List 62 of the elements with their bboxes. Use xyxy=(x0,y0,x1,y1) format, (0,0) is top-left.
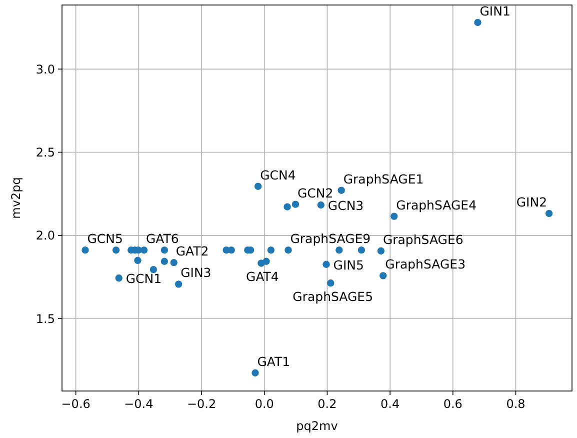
y-tick-label: 1.5 xyxy=(36,312,55,326)
point xyxy=(160,246,168,254)
annotation: GIN1 xyxy=(480,3,510,18)
point xyxy=(174,280,182,288)
annotation: GraphSAGE6 xyxy=(382,232,464,247)
point xyxy=(317,201,325,209)
point xyxy=(252,369,259,376)
annotation: GAT2 xyxy=(176,244,209,259)
point xyxy=(134,256,142,264)
point xyxy=(150,266,158,274)
point xyxy=(322,260,330,268)
annotation: GAT4 xyxy=(246,269,279,284)
x-tick-label: −0.4 xyxy=(124,397,154,411)
point xyxy=(170,258,178,266)
point xyxy=(336,246,343,254)
annotation: GraphSAGE3 xyxy=(385,256,466,272)
x-tick-label: 0.8 xyxy=(506,397,526,411)
point xyxy=(267,246,275,254)
point xyxy=(327,279,334,287)
x-axis-title: pq2mv xyxy=(296,419,338,433)
annotation: GraphSAGE1 xyxy=(343,171,424,186)
annotation: GCN5 xyxy=(87,231,123,246)
point xyxy=(377,247,385,255)
point xyxy=(545,210,553,218)
annotation: GraphSAGE9 xyxy=(290,231,371,246)
y-axis-title: mv2pq xyxy=(9,177,23,219)
point xyxy=(160,258,168,265)
annotation: GCN1 xyxy=(126,271,162,286)
annotation: GCN3 xyxy=(328,198,364,213)
annotation: GIN3 xyxy=(180,265,212,280)
annotation: GCN2 xyxy=(297,185,334,200)
x-tick-label: 0.6 xyxy=(443,397,462,411)
x-tick-label: 0.0 xyxy=(254,397,274,411)
x-tick-label: 0.4 xyxy=(380,397,400,411)
point xyxy=(380,272,387,280)
annotation: GIN2 xyxy=(516,194,548,210)
y-tick-label: 3.0 xyxy=(36,62,55,76)
point xyxy=(115,274,122,282)
point xyxy=(140,246,148,254)
point xyxy=(390,212,398,220)
point xyxy=(254,182,262,190)
annotation: GIN5 xyxy=(333,257,364,272)
point xyxy=(284,246,292,254)
annotation: GraphSAGE5 xyxy=(292,289,374,304)
point xyxy=(82,246,89,254)
x-tick-label: −0.6 xyxy=(61,397,90,411)
annotation: GCN4 xyxy=(260,167,296,182)
point xyxy=(228,246,235,254)
annotation: GAT1 xyxy=(257,354,290,369)
x-tick-label: −0.2 xyxy=(186,397,216,411)
point xyxy=(358,246,366,254)
y-tick-label: 2.5 xyxy=(36,145,55,160)
annotation: GAT6 xyxy=(146,231,179,246)
point xyxy=(292,200,300,208)
point xyxy=(284,203,291,210)
point xyxy=(474,18,482,26)
annotation: GraphSAGE4 xyxy=(396,197,477,212)
x-tick-label: 0.2 xyxy=(318,397,337,411)
point xyxy=(338,186,345,194)
point xyxy=(262,258,270,265)
y-tick-label: 2.0 xyxy=(36,228,55,243)
point xyxy=(112,246,120,254)
